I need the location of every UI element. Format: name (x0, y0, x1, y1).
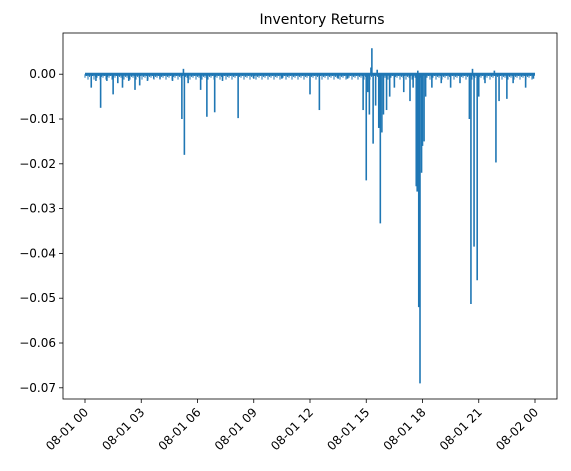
x-tick-label: 08-01 09 (212, 405, 260, 453)
y-tick-label: −0.03 (19, 202, 56, 216)
x-tick-label: 08-01 06 (156, 405, 204, 453)
y-tick-label: −0.05 (19, 291, 56, 305)
x-tick-label: 08-01 03 (99, 405, 147, 453)
axes-layer: 08-01 00 08-01 03 08-01 06 08-01 09 08-01 12… (19, 67, 541, 453)
plot-frame (62, 32, 558, 400)
chart-title: Inventory Returns (259, 12, 384, 28)
y-tick-label: −0.06 (19, 336, 56, 350)
series-layer (84, 48, 535, 384)
x-tick-label: 08-01 21 (437, 405, 485, 453)
y-tick-label: −0.07 (19, 381, 56, 395)
x-tick-label: 08-01 15 (324, 405, 372, 453)
y-tick-label: −0.02 (19, 157, 56, 171)
x-tick-label: 08-01 00 (43, 405, 91, 453)
x-tick-label: 08-02 00 (493, 405, 541, 453)
x-tick-label: 08-01 12 (268, 405, 316, 453)
x-tick-label: 08-01 18 (381, 405, 429, 453)
y-tick-label: −0.04 (19, 246, 56, 260)
y-tick-label: 0.00 (29, 67, 56, 81)
y-tick-label: −0.01 (19, 112, 56, 126)
